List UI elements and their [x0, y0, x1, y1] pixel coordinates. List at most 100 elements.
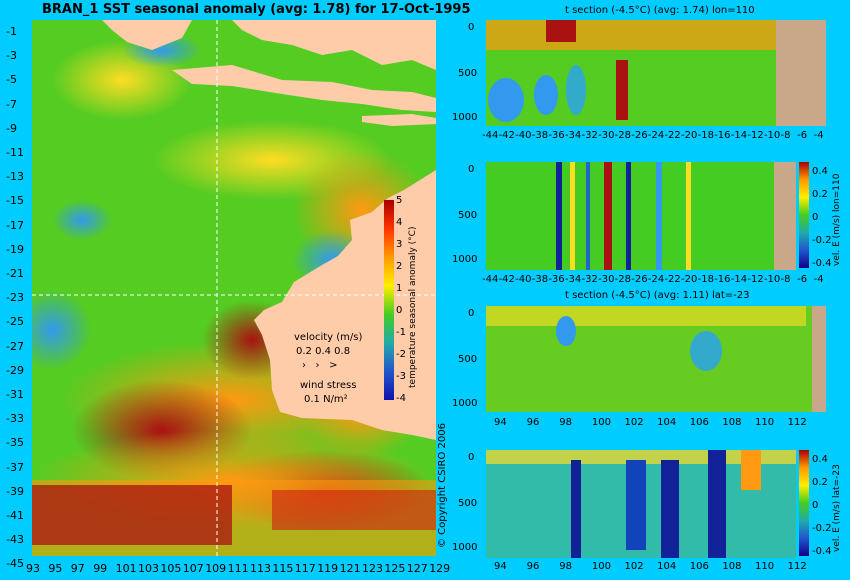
lat-tick-label: -9 [6, 121, 17, 135]
panel1-x-tick: -12 [747, 130, 764, 141]
panel4-colorbar-tick: 0.2 [812, 477, 828, 488]
panel3-x-tick: 96 [526, 417, 540, 428]
velocity-legend-label: velocity (m/s) [294, 332, 363, 343]
lat-tick-label: -1 [6, 25, 17, 38]
lat-tick-label: -21 [6, 267, 24, 280]
lat-tick-label: -3 [6, 49, 17, 63]
panel1-title: t section (-4.5°C) (avg: 1.74) lon=110 [565, 5, 755, 16]
map-colorbar-tick: -1 [396, 327, 406, 338]
panel3-temp-section-lat23 [486, 306, 826, 412]
panel4-x-tick: 112 [787, 561, 807, 572]
panel1-x-tick: -28 [614, 130, 632, 141]
panel4-x-tick: 96 [526, 561, 540, 572]
panel1-x-tick: -8 [780, 130, 791, 141]
panel1-temp-section-lon110 [486, 20, 826, 126]
panel3-x-tick: 106 [689, 417, 709, 428]
panel3-x-tick: 110 [755, 417, 775, 428]
panel1-x-tick: -38 [531, 130, 549, 141]
lon-tick-label: 99 [93, 562, 108, 575]
map-colorbar-tick: 1 [396, 283, 403, 294]
copyright-note: © Copyright CSIRO 2006 [437, 423, 448, 548]
map-colorbar-tick: 0 [396, 305, 403, 316]
panel4-x-tick: 100 [591, 561, 611, 572]
map-colorbar-tick: 3 [396, 239, 403, 250]
panel3-x-tick: 94 [494, 417, 507, 428]
panel1-y-tick: 1000 [452, 112, 478, 123]
panel1-x-tick: -30 [598, 130, 615, 141]
panel2-x-tick: -4 [813, 274, 824, 285]
panel2-x-tick: -6 [797, 274, 808, 285]
lon-tick-label: 123 [362, 562, 383, 575]
panel1-x-tick: -42 [498, 130, 515, 141]
panel2-colorbar-tick: 0 [812, 212, 819, 223]
panel2-x-tick: -26 [631, 274, 648, 285]
panel1-x-tick: -18 [697, 130, 714, 141]
panel1-x-tick: -24 [647, 130, 665, 141]
panel2-x-tick: -28 [614, 274, 632, 285]
lon-tick-label: 111 [227, 562, 249, 575]
panel3-y-tick: 500 [458, 354, 478, 365]
map-colorbar-tick: -3 [396, 371, 406, 382]
panel2-colorbar-tick: -0.4 [812, 258, 832, 269]
lon-tick-label: 107 [182, 562, 204, 575]
panel2-x-tick: -42 [498, 274, 515, 285]
wind-legend-label: wind stress [300, 380, 357, 391]
panel4-colorbar-label: vel. E (m/s) lat=-23 [832, 464, 842, 552]
panel2-x-tick: -24 [647, 274, 665, 285]
lon-tick-label: 125 [384, 562, 406, 575]
lon-tick-label: 93 [26, 562, 40, 575]
lat-tick-label: -25 [6, 315, 24, 329]
panel1-y-tick: 500 [458, 68, 478, 79]
panel4-y-tick: 500 [458, 498, 478, 509]
panel2-x-tick: -30 [598, 274, 615, 285]
lat-tick-label: -43 [6, 533, 24, 547]
panel2-x-tick: -22 [664, 274, 681, 285]
panel1-x-tick: -36 [548, 130, 565, 141]
velocity-arrows: › › > [302, 360, 338, 371]
lon-tick-label: 105 [160, 562, 182, 575]
lat-tick-label: -17 [6, 218, 24, 232]
panel1-x-tick: -26 [631, 130, 648, 141]
panel4-x-tick: 102 [624, 561, 644, 572]
panel2-x-tick: -36 [548, 274, 565, 285]
panel3-title: t section (-4.5°C) (avg: 1.11) lat=-23 [565, 290, 750, 301]
lat-tick-label: -41 [6, 509, 24, 522]
panel2-y-tick: 1000 [452, 254, 478, 265]
panel2-x-tick: -8 [780, 274, 791, 285]
sst-anomaly-map: velocity (m/s) 0.2 0.4 0.8 › › > wind st… [32, 20, 436, 556]
lat-tick-label: -33 [6, 412, 24, 426]
panel2-x-tick: -44 [482, 274, 499, 285]
panel3-y-tick: 0 [468, 308, 475, 319]
lon-tick-label: 117 [294, 562, 316, 575]
panel2-x-tick: -40 [515, 274, 532, 285]
panel1-x-tick: -20 [681, 130, 698, 141]
map-colorbar-tick: 2 [396, 261, 403, 272]
lat-tick-label: -19 [6, 242, 24, 256]
panel4-x-tick: 94 [494, 561, 507, 572]
lon-tick-label: 97 [70, 562, 85, 575]
panel2-y-tick: 500 [458, 210, 478, 221]
panel4-colorbar-tick: 0 [812, 500, 819, 511]
lat-tick-label: -37 [6, 460, 24, 474]
lat-tick-label: -7 [6, 97, 17, 111]
lat-tick-label: -11 [6, 146, 24, 159]
lat-tick-label: -39 [6, 484, 24, 498]
panel1-x-tick: -10 [763, 130, 781, 141]
panel2-x-tick: -32 [581, 274, 598, 285]
panel2-x-tick: -38 [531, 274, 549, 285]
panel3-x-tick: 108 [722, 417, 742, 428]
panel2-colorbar-tick: 0.4 [812, 166, 828, 177]
panel2-colorbar-tick: -0.2 [812, 235, 832, 246]
lat-tick-label: -15 [6, 194, 24, 208]
panel3-x-tick: 100 [591, 417, 611, 428]
panel2-x-tick: -10 [763, 274, 781, 285]
map-colorbar-tick: -2 [396, 349, 406, 360]
panel1-x-tick: -14 [730, 130, 748, 141]
lon-tick-label: 113 [250, 562, 271, 575]
wind-legend-value: 0.1 N/m² [304, 394, 348, 405]
map-colorbar-tick: -4 [396, 393, 406, 404]
lon-tick-label: 119 [317, 562, 339, 575]
map-title: BRAN_1 SST seasonal anomaly (avg: 1.78) … [42, 2, 471, 17]
panel2-x-tick: -14 [730, 274, 748, 285]
panel1-x-tick: -40 [515, 130, 532, 141]
